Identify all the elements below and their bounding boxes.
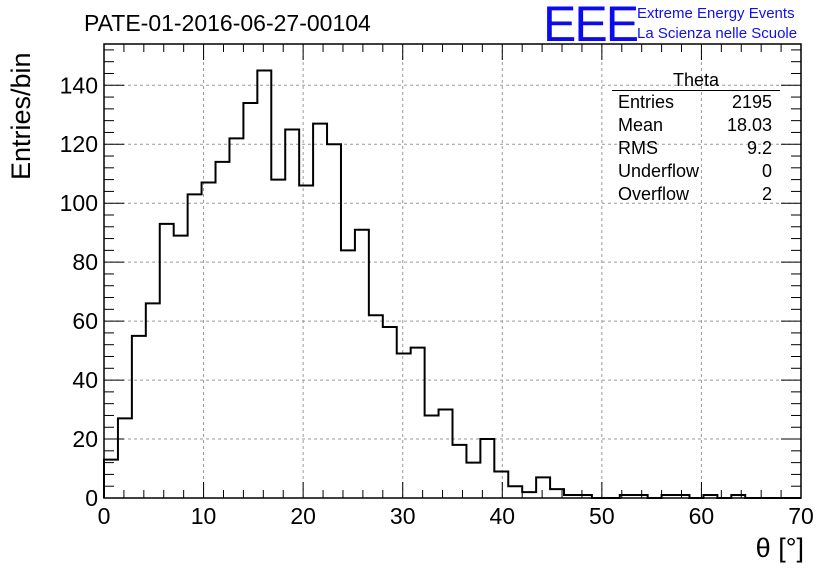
histogram-bin <box>216 162 230 498</box>
logo-tagline-2: La Scienza nelle Scuole <box>637 25 798 42</box>
x-tick-label: 0 <box>98 503 111 529</box>
histogram-bin <box>313 124 327 498</box>
stats-label: Entries <box>618 92 675 112</box>
y-tick-label: 40 <box>72 367 98 393</box>
histogram-bin <box>466 463 480 498</box>
chart-title: PATE-01-2016-06-27-00104 <box>84 10 371 36</box>
histogram-bin <box>104 460 118 498</box>
x-tick-label: 20 <box>290 503 316 529</box>
stats-row-mean: Mean 18.03 <box>612 114 780 137</box>
histogram-series <box>103 69 801 499</box>
stats-row-underflow: Underflow 0 <box>612 160 780 183</box>
histogram-bin <box>118 418 132 498</box>
histogram-bin <box>439 410 453 498</box>
histogram-bin <box>229 138 243 498</box>
x-axis-label: θ [°] <box>755 533 804 563</box>
histogram-bin <box>425 415 439 498</box>
logo-tagline-1: Extreme Energy Events <box>637 5 795 22</box>
histogram-bin <box>453 445 467 498</box>
histogram-bin <box>327 144 341 498</box>
histogram-bin <box>160 224 174 498</box>
x-tick-label: 50 <box>589 503 615 529</box>
stats-row-rms: RMS 9.2 <box>612 137 780 160</box>
histogram-bin <box>188 194 202 498</box>
stats-title: Theta <box>612 70 780 91</box>
histogram-bin <box>508 486 522 498</box>
histogram-bin <box>522 492 536 498</box>
x-tick-label: 10 <box>191 503 217 529</box>
histogram-bin <box>411 348 425 498</box>
x-tick-label: 60 <box>689 503 715 529</box>
y-tick-label: 120 <box>60 131 98 157</box>
histogram-bin <box>132 336 146 498</box>
eee-logo: EEE <box>543 0 639 52</box>
histogram-bin <box>271 180 285 498</box>
histogram-bin <box>202 183 216 498</box>
histogram-bin <box>369 315 383 498</box>
stats-label: Mean <box>618 115 664 135</box>
y-tick-label: 0 <box>85 485 98 511</box>
histogram-bin <box>397 354 411 498</box>
stats-value: 9.2 <box>746 138 772 158</box>
histogram-bin <box>480 439 494 498</box>
y-axis-label: Entries/bin <box>6 52 36 180</box>
stats-label: RMS <box>618 138 658 158</box>
histogram-bin <box>550 489 564 498</box>
x-tick-label: 40 <box>489 503 515 529</box>
histogram-bin <box>146 303 160 498</box>
histogram-bin <box>383 327 397 498</box>
stats-value: 0 <box>761 161 772 181</box>
histogram-bin <box>257 71 271 498</box>
stats-value: 18.03 <box>726 115 772 135</box>
histogram-bin <box>243 103 257 498</box>
x-tick-label: 30 <box>390 503 416 529</box>
histogram-bin <box>355 230 369 498</box>
histogram-bin <box>341 250 355 498</box>
stats-box: Theta Entries 2195 Mean 18.03 RMS 9.2 Un… <box>612 70 780 206</box>
histogram-bin <box>494 471 508 498</box>
stats-value: 2195 <box>731 92 772 112</box>
plot-frame <box>103 43 802 499</box>
histogram-bin <box>285 129 299 498</box>
y-tick-label: 100 <box>60 190 98 216</box>
y-tick-label: 60 <box>72 308 98 334</box>
stats-label: Underflow <box>618 161 700 181</box>
histogram-bin <box>174 236 188 498</box>
histogram-bin <box>299 186 313 498</box>
y-tick-label: 140 <box>60 72 98 98</box>
stats-row-entries: Entries 2195 <box>612 91 780 114</box>
stats-value: 2 <box>761 184 772 204</box>
histogram-bin <box>536 477 550 498</box>
stats-row-overflow: Overflow 2 <box>612 183 780 206</box>
stats-label: Overflow <box>618 184 690 204</box>
y-tick-label: 20 <box>72 426 98 452</box>
y-tick-label: 80 <box>72 249 98 275</box>
x-tick-label: 70 <box>788 503 814 529</box>
